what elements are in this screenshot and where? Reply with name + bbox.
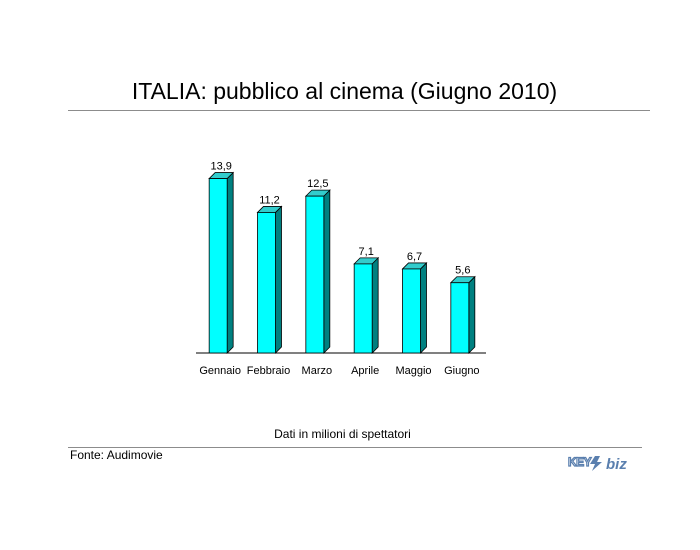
svg-text:biz: biz <box>606 456 627 473</box>
bar <box>450 282 470 354</box>
bar <box>402 268 421 354</box>
category-label: Marzo <box>302 365 333 377</box>
category-label: Maggio <box>395 365 431 377</box>
key4biz-logo: KEY biz <box>567 454 627 473</box>
category-label: Giugno <box>444 365 479 377</box>
bar-side <box>420 261 427 354</box>
title-divider <box>68 110 650 111</box>
bar <box>257 212 276 354</box>
bar-side <box>371 256 379 354</box>
bar <box>208 178 228 354</box>
bar <box>305 195 325 354</box>
bar-side <box>226 171 234 354</box>
category-label: Gennaio <box>199 365 241 377</box>
data-label: 5,6 <box>455 265 470 277</box>
svg-text:KEY: KEY <box>568 455 592 469</box>
bar-side <box>275 205 282 354</box>
data-label: 12,5 <box>307 178 328 190</box>
data-label: 6,7 <box>407 251 422 263</box>
bar-side <box>323 189 331 354</box>
footer-divider <box>68 447 642 448</box>
category-label: Aprile <box>351 365 379 377</box>
category-label: Febbraio <box>247 365 290 377</box>
data-label: 13,9 <box>210 161 231 173</box>
source-label: Fonte: Audimovie <box>70 448 163 462</box>
units-note: Dati in milioni di spettatori <box>274 427 411 441</box>
data-label: 11,2 <box>259 194 280 206</box>
bar <box>353 263 373 354</box>
data-label: 7,1 <box>359 246 374 258</box>
chart-title: ITALIA: pubblico al cinema (Giugno 2010) <box>131 78 558 104</box>
bar-side <box>468 275 476 354</box>
